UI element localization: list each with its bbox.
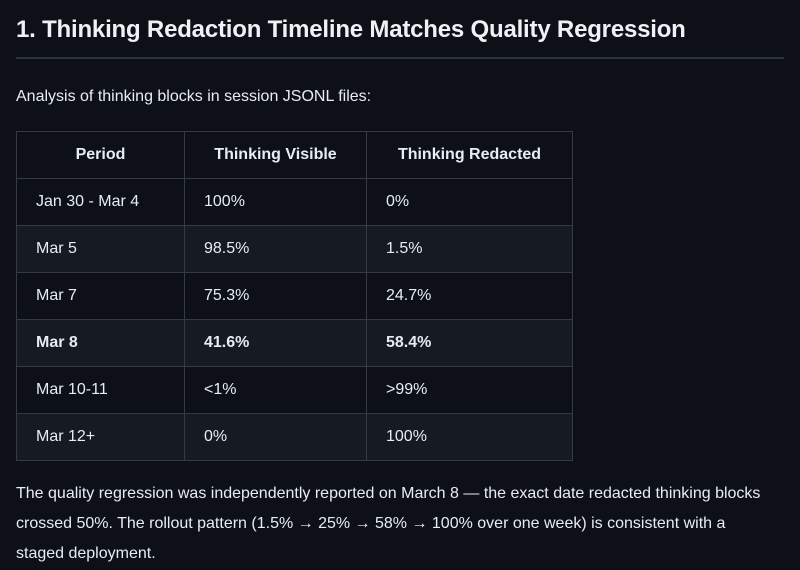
column-header-redacted: Thinking Redacted (366, 131, 573, 179)
intro-text: Analysis of thinking blocks in session J… (16, 88, 372, 105)
cell-period: Jan 30 - Mar 4 (16, 178, 185, 226)
cell-redacted: 100% (366, 413, 573, 461)
cell-period: Mar 5 (16, 225, 185, 273)
cell-period: Mar 8 (16, 319, 185, 367)
redaction-timeline-table: Period Thinking Visible Thinking Redacte… (16, 131, 573, 461)
cell-redacted: 24.7% (366, 272, 573, 320)
cell-visible: 98.5% (184, 225, 367, 273)
column-header-visible: Thinking Visible (184, 131, 367, 179)
table-row: Mar 7 75.3% 24.7% (16, 272, 573, 320)
cell-period: Mar 12+ (16, 413, 185, 461)
table-row: Mar 5 98.5% 1.5% (16, 225, 573, 273)
cell-redacted: 58.4% (366, 319, 573, 367)
table-row: Mar 8 41.6% 58.4% (16, 319, 573, 367)
cell-period: Mar 7 (16, 272, 185, 320)
table-body: Jan 30 - Mar 4 100% 0% Mar 5 98.5% 1.5% … (16, 178, 573, 461)
cell-visible: 0% (184, 413, 367, 461)
cell-redacted: >99% (366, 366, 573, 414)
table-row: Mar 10-11 <1% >99% (16, 366, 573, 414)
cell-visible: 41.6% (184, 319, 367, 367)
cell-period: Mar 10-11 (16, 366, 185, 414)
cell-redacted: 0% (366, 178, 573, 226)
page-title: 1. Thinking Redaction Timeline Matches Q… (16, 14, 784, 59)
cell-redacted: 1.5% (366, 225, 573, 273)
column-header-period: Period (16, 131, 185, 179)
cell-visible: 100% (184, 178, 367, 226)
table-header-row: Period Thinking Visible Thinking Redacte… (16, 131, 573, 179)
table-header: Period Thinking Visible Thinking Redacte… (16, 131, 573, 179)
cell-visible: <1% (184, 366, 367, 414)
table-row: Mar 12+ 0% 100% (16, 413, 573, 461)
footer-note: The quality regression was independently… (16, 485, 761, 562)
table-row: Jan 30 - Mar 4 100% 0% (16, 178, 573, 226)
cell-visible: 75.3% (184, 272, 367, 320)
